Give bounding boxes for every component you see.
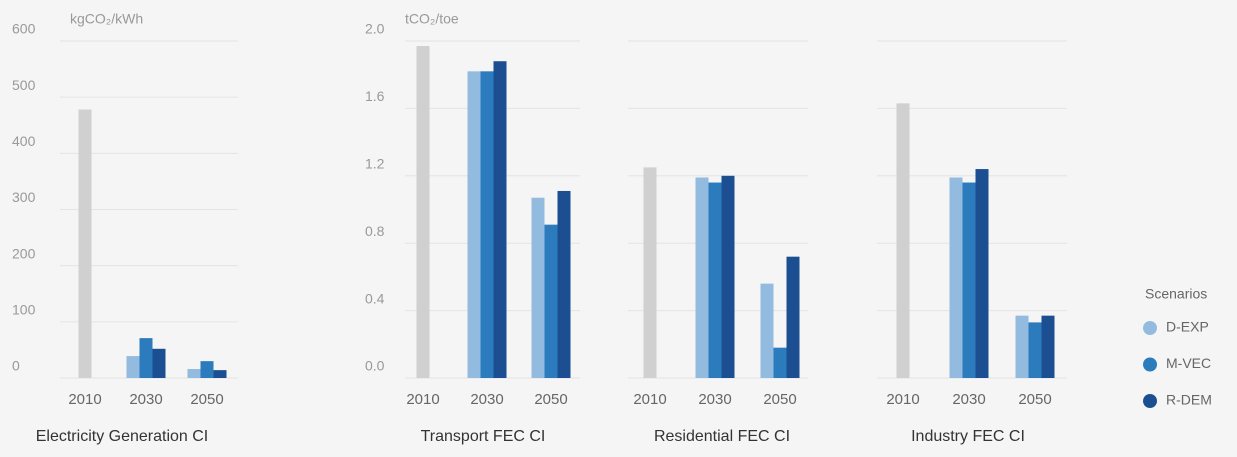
y-tick-label: 200 (12, 245, 36, 261)
y-tick-label: 1.6 (365, 88, 385, 104)
bar (760, 283, 774, 378)
bar (643, 167, 657, 378)
bar (557, 190, 571, 378)
x-tick-label: 2050 (763, 391, 796, 408)
x-tick-label: 2010 (68, 391, 101, 408)
unit-label: tCO₂/toe (405, 11, 459, 27)
x-tick-label: 2010 (886, 391, 919, 408)
bar (187, 369, 201, 378)
bar (708, 182, 722, 378)
bar (721, 175, 735, 378)
bar (78, 109, 92, 379)
y-tick-label: 0.0 (365, 358, 385, 374)
bar (126, 356, 140, 378)
bar (773, 347, 787, 378)
y-tick-label: 0.8 (365, 223, 385, 239)
bar (480, 71, 494, 378)
bar (962, 182, 976, 378)
legend-swatch (1143, 394, 1157, 408)
bar (896, 103, 910, 378)
y-tick-label: 600 (12, 21, 36, 37)
bar (975, 169, 989, 378)
x-tick-label: 2050 (534, 391, 567, 408)
y-tick-label: 500 (12, 77, 36, 93)
panel-title: Transport FEC CI (421, 428, 546, 445)
unit-label: kgCO₂/kWh (70, 11, 143, 27)
x-tick-label: 2030 (129, 391, 162, 408)
y-tick-label: 400 (12, 133, 36, 149)
bar (139, 338, 153, 378)
bar (200, 361, 214, 378)
bar (544, 224, 558, 378)
panel-title: Residential FEC CI (654, 428, 790, 445)
legend-swatch (1143, 357, 1157, 372)
bar (786, 256, 800, 378)
x-tick-label: 2030 (470, 391, 503, 408)
legend-label: R-DEM (1166, 392, 1212, 408)
x-tick-label: 2030 (698, 391, 731, 408)
bar (213, 370, 227, 378)
legend-label: M-VEC (1166, 355, 1211, 371)
y-tick-label: 0 (12, 358, 20, 374)
bar (1041, 315, 1055, 378)
bar (1028, 322, 1042, 378)
bar (493, 61, 507, 378)
y-tick-label: 0.4 (365, 290, 385, 306)
bar (695, 177, 709, 378)
legend-label: D-EXP (1166, 319, 1209, 335)
x-tick-label: 2010 (406, 391, 439, 408)
bar (531, 197, 545, 378)
y-tick-label: 2.0 (365, 21, 385, 37)
x-tick-label: 2010 (633, 391, 666, 408)
panel-title: Electricity Generation CI (36, 428, 209, 445)
bar (467, 71, 481, 378)
legend-swatch (1143, 321, 1157, 335)
y-tick-label: 300 (12, 189, 36, 205)
legend-title: Scenarios (1145, 286, 1207, 302)
bar (416, 46, 430, 379)
bar (949, 177, 963, 378)
bar (152, 348, 166, 378)
x-tick-label: 2030 (952, 391, 985, 408)
x-tick-label: 2050 (190, 391, 223, 408)
panel-title: Industry FEC CI (911, 428, 1025, 445)
y-tick-label: 1.2 (365, 156, 385, 172)
bar (1015, 315, 1029, 378)
x-tick-label: 2050 (1018, 391, 1051, 408)
y-tick-label: 100 (12, 302, 36, 318)
